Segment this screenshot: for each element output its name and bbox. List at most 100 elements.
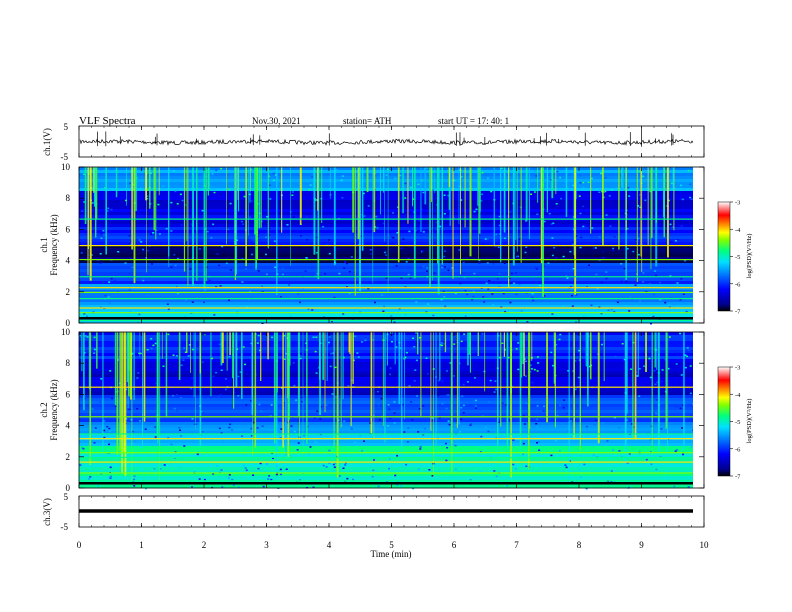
spectrogram-speckle xyxy=(579,246,582,249)
spectrogram-speckle xyxy=(443,267,446,269)
spectrogram-sferic xyxy=(260,167,262,228)
spectrogram-speckle xyxy=(572,268,575,270)
spectrogram-speckle xyxy=(312,486,315,488)
spectrogram-speckle xyxy=(426,267,429,269)
spectrogram-speckle xyxy=(175,355,178,357)
spectrogram-speckle xyxy=(167,333,170,336)
spectrogram-speckle xyxy=(108,302,111,305)
colorbar-tick-label: -3 xyxy=(735,200,740,207)
spectrogram-sferic xyxy=(397,167,400,263)
spectrogram-speckle xyxy=(328,252,331,255)
spectrogram-speckle xyxy=(213,191,216,194)
spectrogram-speckle xyxy=(319,418,322,420)
spectrogram-speckle xyxy=(447,194,450,197)
spectrogram-speckle xyxy=(494,334,497,337)
spectrogram-sferic xyxy=(245,167,247,267)
spectrogram-speckle xyxy=(628,310,631,312)
spectrogram-speckle xyxy=(180,364,183,366)
spectrogram-speckle xyxy=(280,428,283,430)
spectrogram-band xyxy=(79,167,693,171)
spectrogram-speckle xyxy=(104,187,107,189)
spectrogram-speckle xyxy=(394,474,397,477)
spectrogram-speckle xyxy=(188,344,191,346)
spectrogram-speckle xyxy=(653,293,655,296)
spectrogram-sferic xyxy=(460,167,461,275)
spectrogram-speckle xyxy=(655,412,658,415)
spectrogram-speckle xyxy=(422,231,425,233)
spectrogram-speckle xyxy=(441,380,444,383)
spectrogram-speckle xyxy=(172,354,175,356)
spectrogram-sferic xyxy=(256,167,257,268)
spectrogram-band xyxy=(79,443,693,447)
spectrogram-speckle xyxy=(173,407,176,410)
spectrogram-band xyxy=(79,476,693,480)
spectrogram-speckle xyxy=(681,427,684,429)
spectrogram-speckle xyxy=(272,172,275,175)
spectrogram-speckle xyxy=(494,380,497,382)
spectrogram-speckle xyxy=(246,373,249,375)
spectrogram-speckle xyxy=(426,373,429,375)
spectrogram-speckle xyxy=(308,225,311,227)
spectrogram-speckle xyxy=(607,309,610,311)
spectrogram-speckle xyxy=(313,417,316,419)
spectrogram-speckle xyxy=(466,293,469,296)
spectrogram-sferic xyxy=(412,167,413,207)
spectrogram-speckle xyxy=(615,187,618,190)
spectrogram-sferic xyxy=(129,332,131,398)
spectrogram-sferic xyxy=(275,332,278,472)
spectrogram-sferic xyxy=(247,167,249,236)
spectrogram-speckle xyxy=(435,221,438,224)
spectrogram-speckle xyxy=(539,284,542,287)
spectrogram-speckle xyxy=(340,179,343,182)
spectrogram-sferic xyxy=(672,167,674,191)
spectrogram-speckle xyxy=(549,179,552,181)
spectrogram-sferic xyxy=(579,332,581,450)
spectrogram-speckle xyxy=(354,441,357,443)
spectrogram-speckle xyxy=(509,282,512,285)
spectrogram-speckle xyxy=(586,285,589,288)
spectrogram-speckle xyxy=(575,294,578,296)
spectrogram-band xyxy=(79,248,693,252)
spectrogram-speckle xyxy=(685,403,688,406)
spectrogram-speckle xyxy=(634,284,637,286)
spectrogram-speckle xyxy=(628,195,631,197)
spectrogram-band xyxy=(79,371,693,375)
spectrogram-sferic xyxy=(450,332,453,473)
spectrogram-speckle xyxy=(656,381,659,384)
spectrogram-speckle xyxy=(412,314,415,316)
spectrogram-speckle xyxy=(608,457,611,459)
spectrogram-speckle xyxy=(592,247,595,249)
spectrogram-speckle xyxy=(482,243,485,245)
spectrogram-sferic xyxy=(528,167,530,240)
spectrogram-speckle xyxy=(660,428,663,430)
spectrogram-sferic xyxy=(161,332,163,359)
spectrogram-speckle xyxy=(219,393,222,396)
spectrogram-speckle xyxy=(353,216,356,218)
spectrogram-speckle xyxy=(198,248,201,250)
spectrogram-speckle xyxy=(191,486,193,488)
spectrogram-speckle xyxy=(197,388,200,390)
spectrogram-speckle xyxy=(304,270,307,272)
spectrogram-speckle xyxy=(299,301,301,304)
spectrogram-speckle xyxy=(175,282,178,284)
spectrogram-speckle xyxy=(176,203,179,205)
spectrogram-speckle xyxy=(478,259,481,262)
spectrogram-speckle xyxy=(687,349,690,352)
spectrogram-speckle xyxy=(471,298,474,301)
spectrogram-speckle xyxy=(139,352,142,355)
spectrogram-speckle xyxy=(594,419,597,422)
spectrogram-speckle xyxy=(322,464,325,467)
spectrogram-sferic xyxy=(654,332,656,368)
spectrogram-speckle xyxy=(665,477,668,479)
spectrogram-sferic xyxy=(650,167,652,269)
ch3-ylabel: ch.3(V) xyxy=(42,498,52,526)
spectrogram-speckle xyxy=(265,273,268,275)
spectrogram-speckle xyxy=(513,466,516,468)
spectrogram-speckle xyxy=(318,295,321,297)
spectrogram-speckle xyxy=(445,407,448,410)
spectrogram-speckle xyxy=(524,375,527,377)
spectrogram-speckle xyxy=(530,368,533,370)
spectrogram-speckle xyxy=(689,392,692,395)
spectrogram-speckle xyxy=(234,391,237,394)
spectrogram-sferic xyxy=(267,167,269,249)
